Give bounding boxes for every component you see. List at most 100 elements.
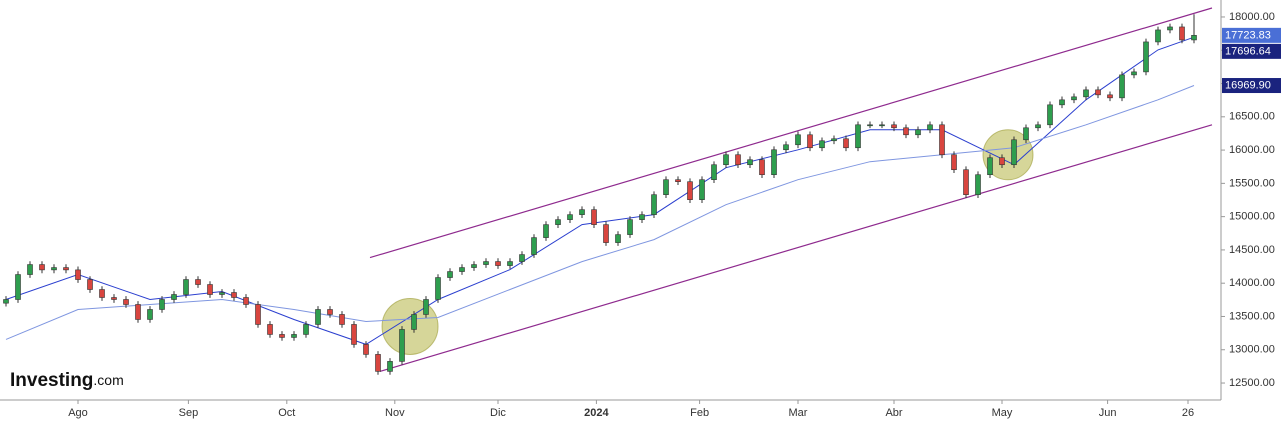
- candle-body: [759, 159, 765, 176]
- candle-body: [663, 179, 669, 195]
- candle-body: [939, 124, 945, 156]
- x-tick-label: Abr: [885, 407, 902, 419]
- candle-body: [1047, 104, 1053, 126]
- candle-body: [399, 329, 405, 362]
- x-tick-label: 2024: [584, 407, 609, 419]
- candle-body: [1155, 29, 1161, 43]
- candle-body: [111, 297, 117, 300]
- candle-body: [435, 277, 441, 300]
- candle-body: [1095, 89, 1101, 96]
- price-tag: [1222, 78, 1281, 94]
- price-tag-label: 16969.90: [1225, 79, 1271, 91]
- x-tick-label: Nov: [385, 407, 405, 419]
- candle-body: [87, 279, 93, 290]
- candle-body: [507, 261, 513, 266]
- candle-body: [891, 124, 897, 129]
- candle-body: [519, 254, 525, 262]
- x-tick-label: Dic: [490, 407, 506, 419]
- y-tick-label: 12500.00: [1229, 377, 1275, 389]
- price-tag: [1222, 43, 1281, 59]
- highlight-circle: [982, 129, 1034, 181]
- logo: Investing.com: [10, 370, 124, 391]
- candle-body: [855, 124, 861, 149]
- candle-body: [1179, 26, 1185, 41]
- candle-body: [243, 297, 249, 305]
- candle-body: [495, 261, 501, 266]
- candle-body: [1107, 94, 1113, 99]
- candle-body: [1059, 99, 1065, 106]
- candle-body: [1131, 71, 1137, 76]
- candle-body: [567, 214, 573, 220]
- candle-body: [807, 134, 813, 149]
- candle-body: [315, 309, 321, 325]
- candle-body: [711, 164, 717, 181]
- candle-body: [819, 140, 825, 149]
- candle-body: [339, 314, 345, 325]
- candle-body: [579, 209, 585, 215]
- y-tick-label: 13500.00: [1229, 310, 1275, 322]
- candle-body: [603, 224, 609, 243]
- candle-body: [159, 299, 165, 310]
- x-tick-label: Mar: [789, 407, 808, 419]
- candle-body: [279, 334, 285, 338]
- candle-body: [351, 324, 357, 345]
- x-tick-label: May: [992, 407, 1013, 419]
- price-tag-label: 17723.83: [1225, 29, 1271, 41]
- candle-body: [3, 299, 9, 304]
- candle-body: [471, 264, 477, 268]
- candle-body: [327, 309, 333, 315]
- candle-body: [1143, 41, 1149, 73]
- candle-body: [531, 237, 537, 255]
- candle-body: [675, 179, 681, 182]
- x-tick-label: Jun: [1099, 407, 1117, 419]
- candle-body: [375, 354, 381, 372]
- y-tick-label: 13000.00: [1229, 344, 1275, 356]
- candle-body: [99, 289, 105, 298]
- candle-body: [459, 267, 465, 272]
- x-tick-label: Feb: [690, 407, 709, 419]
- candle-body: [231, 292, 237, 298]
- candle-body: [303, 324, 309, 335]
- candle-body: [1023, 127, 1029, 141]
- candle-body: [1011, 139, 1017, 166]
- y-tick-label: 14500.00: [1229, 244, 1275, 256]
- candle-body: [651, 194, 657, 215]
- trendline: [379, 124, 1213, 372]
- candle-body: [1035, 124, 1041, 129]
- candle-body: [411, 314, 417, 330]
- candle-body: [543, 224, 549, 238]
- candle-body: [879, 124, 885, 127]
- candle-body: [387, 361, 393, 372]
- candle-body: [51, 267, 57, 271]
- candle-body: [591, 209, 597, 225]
- y-tick-label: 14000.00: [1229, 277, 1275, 289]
- candle-body: [1083, 89, 1089, 98]
- candle-body: [447, 271, 453, 278]
- candle-body: [1167, 26, 1173, 31]
- candle-body: [951, 154, 957, 171]
- price-tag: [1222, 27, 1281, 43]
- candle-body: [783, 144, 789, 151]
- highlight-circle: [381, 297, 439, 355]
- candle-body: [627, 219, 633, 235]
- candle-body: [147, 309, 153, 320]
- x-tick-label: Sep: [179, 407, 199, 419]
- x-tick-label: Ago: [68, 407, 88, 419]
- price-tag-label: 17696.64: [1225, 45, 1271, 57]
- candle-body: [195, 279, 201, 285]
- candle-body: [207, 284, 213, 295]
- moving-average: [5, 36, 1195, 345]
- candle-body: [255, 304, 261, 325]
- candle-body: [75, 269, 81, 280]
- candle-body: [963, 169, 969, 195]
- candle-body: [63, 267, 69, 271]
- logo-brand: Investing: [10, 370, 93, 391]
- candle-body: [1119, 74, 1125, 99]
- candle-body: [915, 129, 921, 136]
- y-tick-label: 15500.00: [1229, 177, 1275, 189]
- candle-body: [747, 159, 753, 166]
- candle-body: [987, 157, 993, 176]
- candle-body: [795, 134, 801, 146]
- candle-body: [843, 138, 849, 149]
